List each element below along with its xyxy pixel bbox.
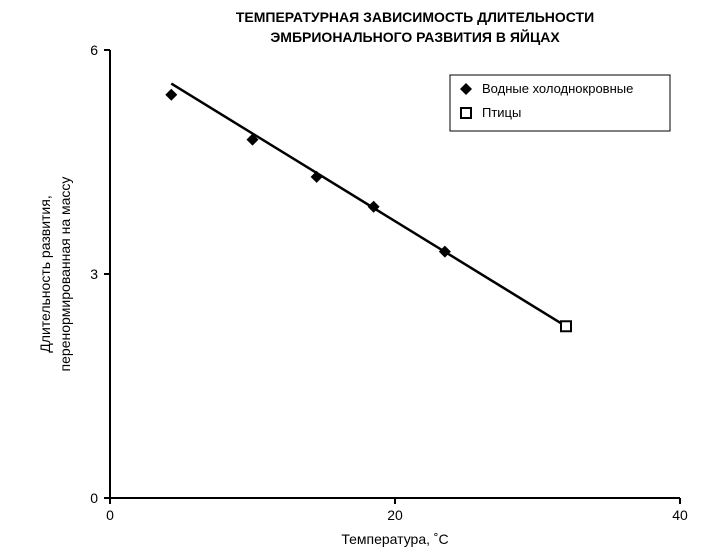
chart-title-line2: ЭМБРИОНАЛЬНОГО РАЗВИТИЯ В ЯЙЦАХ [270,28,560,45]
legend-label: Водные холоднокровные [482,81,633,96]
y-tick-label: 6 [90,42,98,58]
chart-container: ТЕМПЕРАТУРНАЯ ЗАВИСИМОСТЬ ДЛИТЕЛЬНОСТИ ЭМ… [0,0,708,559]
x-tick-label: 0 [106,507,114,523]
y-tick-label: 3 [90,266,98,282]
open-square-marker [461,108,471,118]
y-tick-label: 0 [90,490,98,506]
chart-svg: ТЕМПЕРАТУРНАЯ ЗАВИСИМОСТЬ ДЛИТЕЛЬНОСТИ ЭМ… [0,0,708,559]
y-axis-label-line1: Длительность развития, [37,195,53,352]
x-tick-label: 20 [387,507,403,523]
open-square-marker [561,321,571,331]
x-axis-label: Температура, ˚С [341,531,448,547]
x-tick-label: 40 [672,507,688,523]
diamond-marker [311,171,323,183]
y-axis-label-line2: перенормированная на массу [57,177,73,372]
chart-title-line1: ТЕМПЕРАТУРНАЯ ЗАВИСИМОСТЬ ДЛИТЕЛЬНОСТИ [236,9,594,25]
diamond-marker [165,89,177,101]
legend-label: Птицы [482,105,521,120]
